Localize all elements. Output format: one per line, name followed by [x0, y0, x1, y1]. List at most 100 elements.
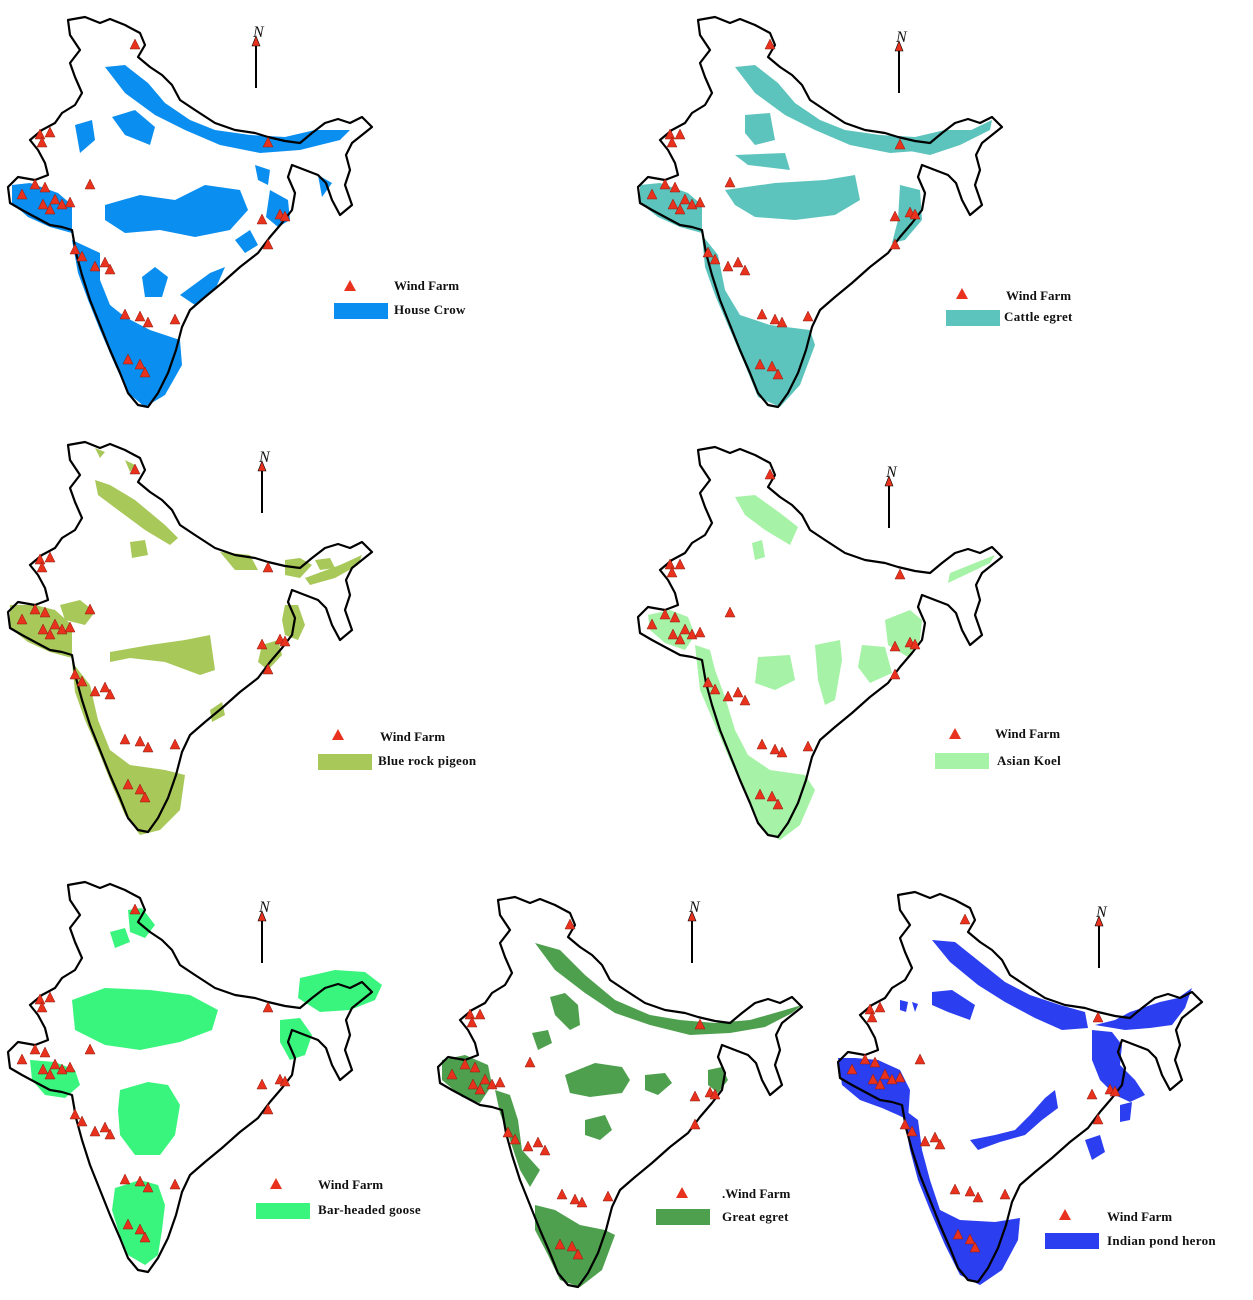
wind-farm-marker [869, 1056, 881, 1068]
wind-farm-marker [76, 250, 88, 262]
species-label: House Crow [394, 302, 466, 317]
wind-farm-marker [69, 243, 81, 255]
range-area-house-crow [75, 120, 95, 153]
range-area-house-crow [105, 65, 350, 153]
species-label: Cattle egret [1004, 309, 1073, 324]
wind-farm-marker [724, 176, 736, 188]
wind-farm-marker [894, 1071, 906, 1083]
north-letter: N [886, 464, 897, 481]
wind-farm-marker [56, 1063, 68, 1075]
range-area-bar-headed-goose [112, 1180, 165, 1265]
wind-farm-marker [64, 621, 76, 633]
range-area-house-crow [105, 185, 248, 237]
range-area-indian-pond-heron [902, 1108, 1020, 1285]
wind-farm-marker [134, 358, 146, 370]
wind-farm-marker [134, 310, 146, 322]
wind-farm-marker [64, 196, 76, 208]
wind-farm-marker [669, 181, 681, 193]
map-panel-house-crow [0, 5, 600, 415]
wind-farm-marker [889, 210, 901, 222]
wind-farm-marker [37, 1063, 49, 1075]
wind-farm-marker [262, 1103, 274, 1115]
wind-farm-marker [49, 618, 61, 630]
species-swatch [1045, 1233, 1099, 1249]
wind-farm-marker [129, 38, 141, 50]
wind-farm-label: Wind Farm [1107, 1209, 1173, 1224]
wind-farm-marker [134, 735, 146, 747]
wind-farm-marker [859, 1053, 871, 1065]
north-arrow: N [1090, 904, 1110, 975]
range-area-indian-pond-heron [970, 1090, 1058, 1150]
wind-farm-marker [894, 138, 906, 150]
range-area-indian-pond-heron [932, 940, 1088, 1030]
wind-farm-marker [532, 1136, 544, 1148]
wind-farm-marker [754, 788, 766, 800]
wind-farm-marker [686, 628, 698, 640]
wind-farm-label: .Wind Farm [722, 1186, 791, 1201]
wind-farm-marker [16, 613, 28, 625]
wind-farm-marker [886, 1073, 898, 1085]
wind-farm-marker [34, 128, 46, 140]
wind-farm-marker [722, 260, 734, 272]
wind-farm-marker-icon [332, 729, 344, 740]
wind-farm-marker [469, 1061, 481, 1073]
range-area-blue-rock-pigeon [110, 635, 215, 675]
wind-farm-marker [139, 366, 151, 378]
wind-farm-marker [256, 1078, 268, 1090]
wind-farm-marker [732, 256, 744, 268]
wind-farm-marker [29, 178, 41, 190]
wind-farm-marker [122, 778, 134, 790]
wind-farm-marker-icon [1059, 1209, 1071, 1220]
wind-farm-marker [99, 681, 111, 693]
wind-farm-marker [56, 623, 68, 635]
wind-farm-label: Wind Farm [1006, 288, 1072, 303]
wind-farm-marker [764, 38, 776, 50]
range-area-indian-pond-heron [912, 1002, 918, 1012]
wind-farm-marker [909, 208, 921, 220]
india-map-asian-koel [636, 445, 1004, 840]
range-area-blue-rock-pigeon [130, 540, 148, 558]
north-letter: N [259, 899, 270, 916]
wind-farm-marker [539, 1144, 551, 1156]
wind-farm-marker [674, 203, 686, 215]
wind-farm-marker [772, 798, 784, 810]
wind-farm-marker [754, 358, 766, 370]
range-area-house-crow [235, 230, 258, 253]
wind-farm-marker [104, 263, 116, 275]
wind-farm-marker [129, 903, 141, 915]
wind-farm-marker [34, 993, 46, 1005]
range-area-blue-rock-pigeon [60, 600, 95, 625]
india-outline [636, 15, 1004, 409]
india-map-blue-rock-pigeon [6, 440, 374, 835]
north-arrow: N [880, 464, 900, 535]
north-arrow: N [683, 899, 703, 970]
range-area-bar-headed-goose [298, 970, 382, 1012]
wind-farm-marker [694, 626, 706, 638]
wind-farm-marker [169, 313, 181, 325]
wind-farm-label: Wind Farm [995, 726, 1061, 741]
wind-farm-marker [686, 198, 698, 210]
wind-farm-marker-icon [956, 288, 968, 299]
range-area-asian-koel [948, 555, 995, 583]
wind-farm-marker [44, 203, 56, 215]
wind-farm-marker [1092, 1011, 1104, 1023]
range-area-house-crow [318, 175, 332, 197]
range-area-blue-rock-pigeon [315, 558, 335, 570]
wind-farm-marker [119, 1173, 131, 1185]
wind-farm-label: Wind Farm [380, 729, 446, 744]
north-arrow: N [890, 29, 910, 100]
wind-farm-marker [29, 1043, 41, 1055]
wind-farm-marker [739, 264, 751, 276]
species-swatch [318, 754, 372, 770]
species-swatch [256, 1203, 310, 1219]
wind-farm-marker [999, 1188, 1011, 1200]
wind-farm-marker [524, 1056, 536, 1068]
wind-farm-marker [689, 1090, 701, 1102]
wind-farm-marker [679, 623, 691, 635]
wind-farm-marker [262, 136, 274, 148]
wind-farm-marker [104, 688, 116, 700]
range-area-cattle-egret [735, 65, 980, 153]
wind-farm-marker [949, 1183, 961, 1195]
wind-farm-marker [1092, 1113, 1104, 1125]
wind-farm-marker [646, 188, 658, 200]
